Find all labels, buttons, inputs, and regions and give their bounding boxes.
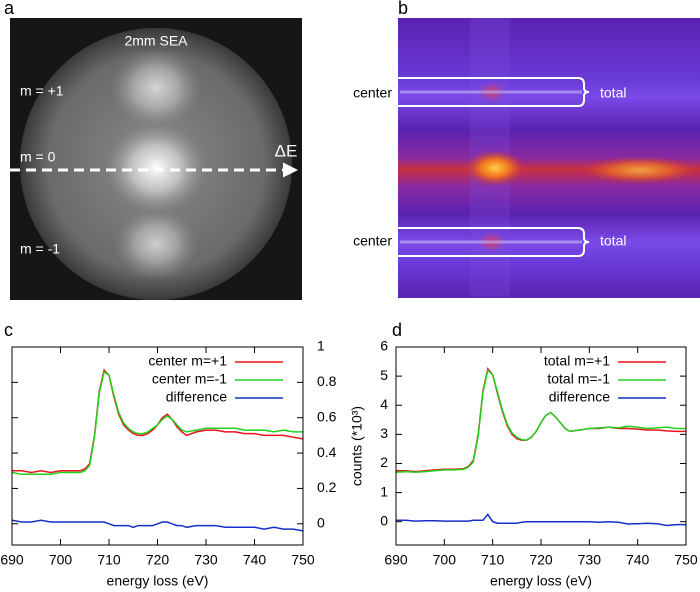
x-tick-label: 690 xyxy=(384,552,408,568)
spot xyxy=(106,123,206,213)
legend-label: difference xyxy=(549,389,610,405)
spot xyxy=(114,208,198,280)
x-tick-label: 720 xyxy=(146,552,170,568)
x-axis-label: energy loss (eV) xyxy=(490,573,592,589)
data-line xyxy=(395,368,686,473)
data-line xyxy=(396,513,686,527)
plot-frame xyxy=(395,346,687,546)
data-line xyxy=(11,519,304,532)
x-tick-label: 700 xyxy=(433,552,457,568)
x-axis-label: energy loss (eV) xyxy=(107,573,209,589)
order-label: m = 0 xyxy=(20,149,56,165)
hot-spot xyxy=(465,150,525,186)
y-tick-label: 0 xyxy=(380,512,388,528)
y-tick-label: 4 xyxy=(380,396,388,412)
y-tick-label: 0 xyxy=(317,514,325,530)
data-line xyxy=(12,368,304,474)
bracket xyxy=(398,77,578,107)
row-label: total xyxy=(600,85,626,101)
panel-label: b xyxy=(398,0,408,18)
y-tick-label: 0.8 xyxy=(317,373,337,389)
x-tick-label: 730 xyxy=(194,552,218,568)
row-label: total xyxy=(600,233,626,249)
x-tick-label: 730 xyxy=(578,552,602,568)
bracket xyxy=(398,227,578,257)
x-tick-label: 740 xyxy=(626,552,650,568)
x-tick-label: 710 xyxy=(481,552,505,568)
brace xyxy=(577,77,590,107)
order-label: m = -1 xyxy=(20,241,60,257)
y-tick-label: 5 xyxy=(380,367,388,383)
x-tick-label: 750 xyxy=(674,552,698,568)
y-tick-label: 0.6 xyxy=(317,408,337,424)
y-tick-label: 1 xyxy=(317,338,325,354)
x-tick-label: 700 xyxy=(49,552,73,568)
y-tick-label: 1 xyxy=(380,483,388,499)
legend-label: difference xyxy=(166,389,227,405)
x-tick-label: 710 xyxy=(97,552,121,568)
x-tick-label: 720 xyxy=(529,552,553,568)
legend-label: center m=-1 xyxy=(152,371,227,387)
row-label: center xyxy=(353,85,392,101)
x-tick-label: 750 xyxy=(291,552,315,568)
axis-label: ΔE xyxy=(275,141,298,160)
hot-spot xyxy=(580,156,700,184)
y-tick-label: 2 xyxy=(380,454,388,470)
x-tick-label: 740 xyxy=(243,552,267,568)
legend-label: total m=-1 xyxy=(547,371,610,387)
legend-label: center m=+1 xyxy=(148,353,227,369)
data-line xyxy=(11,370,303,476)
legend-label: total m=+1 xyxy=(544,353,610,369)
y-tick-label: 3 xyxy=(380,425,388,441)
row-label: center xyxy=(353,233,392,249)
brace xyxy=(577,227,590,257)
data-line xyxy=(396,367,686,473)
panel-label: a xyxy=(4,0,15,18)
y-tick-label: 0.2 xyxy=(317,479,337,495)
y-tick-label: 0.4 xyxy=(317,444,337,460)
panel-label: c xyxy=(4,320,13,340)
y-tick-label: 6 xyxy=(380,338,388,354)
image-title: 2mm SEA xyxy=(124,33,188,49)
panel-label: d xyxy=(392,320,402,340)
order-label: m = +1 xyxy=(20,83,64,99)
y-axis-label: counts (*10³) xyxy=(349,406,365,486)
spot xyxy=(111,48,201,128)
plot-frame xyxy=(11,346,304,546)
x-tick-label: 690 xyxy=(0,552,24,568)
